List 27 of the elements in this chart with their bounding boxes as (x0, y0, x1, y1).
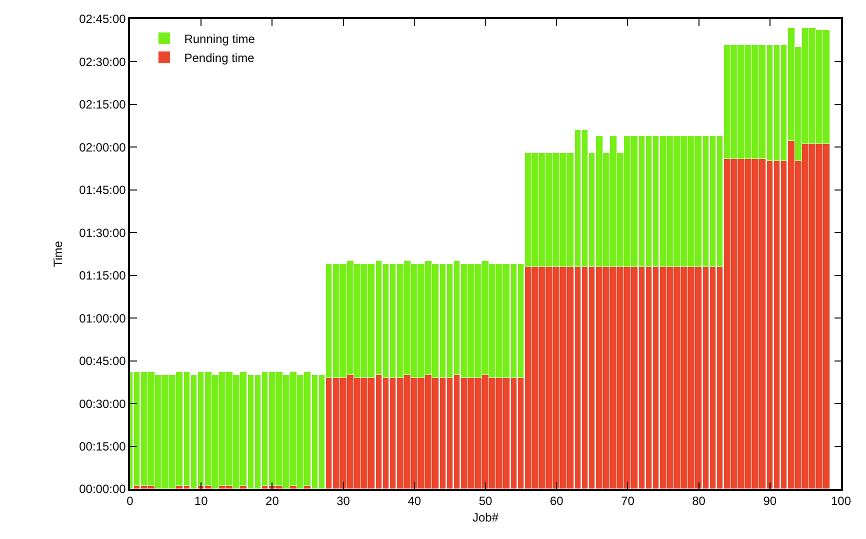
x-tick-label: 80 (692, 494, 706, 508)
x-axis-title: Job# (472, 510, 499, 525)
x-tick-label: 0 (126, 494, 134, 508)
y-tick-label: 02:00:00 (79, 140, 126, 154)
x-tick-label: 20 (266, 494, 280, 508)
y-tick-label: 00:00:00 (79, 482, 126, 496)
x-tick-label: 30 (336, 494, 350, 508)
y-tick-label: 01:30:00 (79, 226, 126, 240)
y-axis-title: Time (50, 240, 65, 268)
x-tick-label: 70 (621, 494, 635, 508)
y-tick-label: 00:15:00 (79, 439, 126, 454)
y-tick-label: 01:45:00 (79, 183, 126, 198)
y-tick-label: 01:00:00 (79, 311, 126, 326)
x-tick-label: 40 (408, 494, 422, 508)
x-tick-label: 60 (550, 494, 564, 508)
x-tick-label: 100 (830, 494, 852, 508)
x-tick-label: 50 (478, 494, 492, 508)
y-tick-label: 01:15:00 (79, 268, 126, 283)
y-tick-label: 00:30:00 (79, 396, 126, 411)
y-tick-label: 02:30:00 (79, 54, 126, 69)
y-tick-label: 02:15:00 (79, 98, 126, 112)
y-tick-label: 02:45:00 (79, 12, 126, 26)
legend-label: Pending time (184, 50, 255, 65)
y-tick-label: 00:45:00 (79, 354, 126, 368)
legend-label: Running time (184, 32, 256, 46)
x-tick-label: 10 (194, 494, 208, 508)
x-tick-label: 90 (763, 494, 777, 508)
